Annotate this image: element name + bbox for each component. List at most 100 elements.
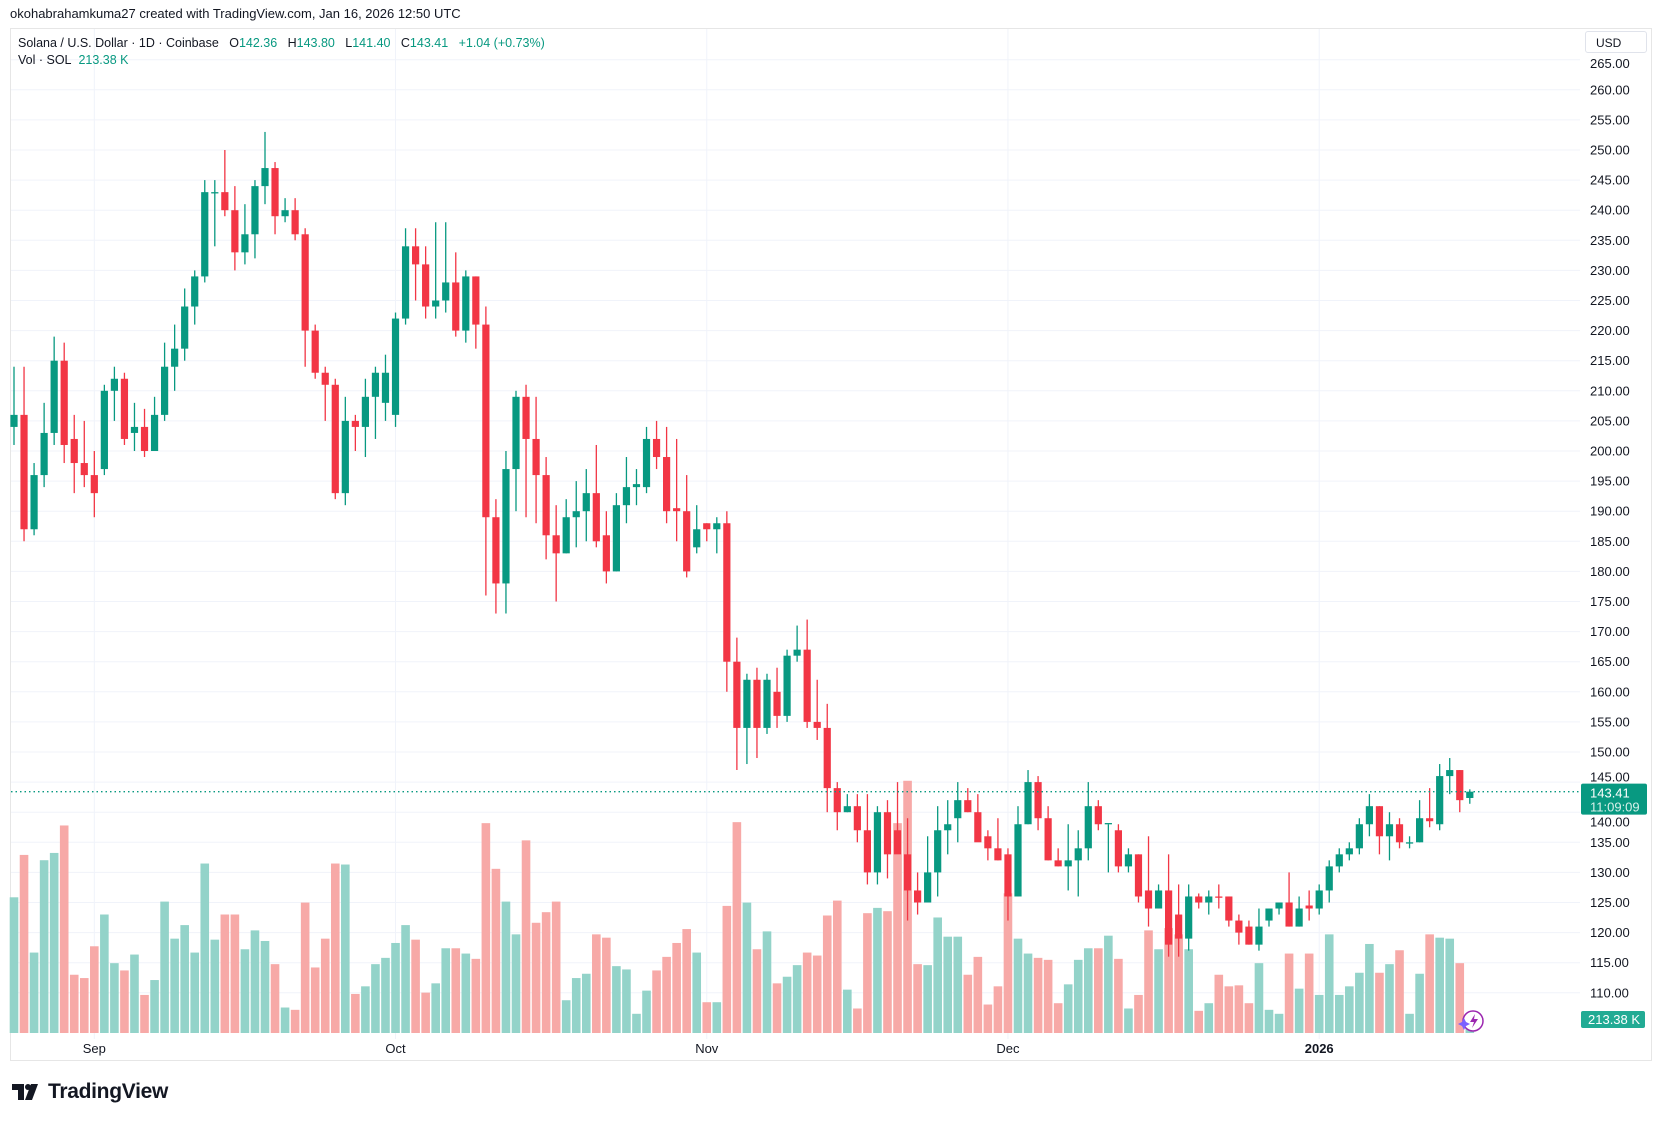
candle-body[interactable] <box>1185 896 1193 939</box>
candle-body[interactable] <box>572 511 580 518</box>
candle-body[interactable] <box>20 414 28 530</box>
candle-body[interactable] <box>10 414 18 427</box>
candle-body[interactable] <box>713 523 721 530</box>
candle-body[interactable] <box>1175 914 1183 939</box>
candle-body[interactable] <box>301 234 309 331</box>
candle-body[interactable] <box>602 535 610 572</box>
candle-body[interactable] <box>1355 824 1363 849</box>
candle-body[interactable] <box>652 438 661 458</box>
candle-body[interactable] <box>1004 854 1012 897</box>
candle-body[interactable] <box>331 384 339 494</box>
candle-body[interactable] <box>683 511 691 572</box>
candle-body[interactable] <box>853 806 861 831</box>
candle-body[interactable] <box>612 505 620 572</box>
candle-body[interactable] <box>271 168 279 217</box>
candle-body[interactable] <box>542 475 550 536</box>
candle-body[interactable] <box>622 487 631 506</box>
candle-body[interactable] <box>1054 860 1062 867</box>
legend-volume-label[interactable]: Vol · SOL <box>18 53 72 67</box>
candle-body[interactable] <box>863 830 871 873</box>
candle-body[interactable] <box>1466 791 1474 798</box>
candle-body[interactable] <box>150 414 159 451</box>
candle-body[interactable] <box>1436 776 1444 825</box>
candle-body[interactable] <box>1114 830 1122 867</box>
candle-body[interactable] <box>1315 890 1323 909</box>
candle-body[interactable] <box>1024 782 1032 825</box>
candle-body[interactable] <box>231 210 239 253</box>
candle-body[interactable] <box>1385 824 1394 837</box>
candle-body[interactable] <box>130 426 139 433</box>
candle-body[interactable] <box>934 830 942 873</box>
candle-body[interactable] <box>522 396 530 439</box>
candle-body[interactable] <box>422 264 430 307</box>
candle-body[interactable] <box>261 168 269 187</box>
candle-body[interactable] <box>642 438 651 488</box>
candle-body[interactable] <box>673 508 681 512</box>
candle-body[interactable] <box>1456 770 1464 801</box>
candle-body[interactable] <box>1416 818 1424 843</box>
candle-body[interactable] <box>110 378 118 391</box>
candle-body[interactable] <box>502 469 510 584</box>
candle-body[interactable] <box>482 324 490 518</box>
candle-body[interactable] <box>191 276 199 307</box>
tradingview-logo[interactable]: TradingView <box>12 1080 168 1104</box>
candle-body[interactable] <box>361 396 369 427</box>
candle-body[interactable] <box>1044 818 1052 861</box>
candle-body[interactable] <box>1255 926 1263 945</box>
candle-body[interactable] <box>1446 770 1454 777</box>
legend-symbol[interactable]: Solana / U.S. Dollar · 1D · Coinbase <box>18 36 219 50</box>
candle-body[interactable] <box>1195 896 1203 903</box>
candle-body[interactable] <box>1405 842 1414 844</box>
candle-body[interactable] <box>1014 824 1022 897</box>
candle-body[interactable] <box>984 836 992 849</box>
candle-body[interactable] <box>1235 920 1243 933</box>
candle-body[interactable] <box>1275 902 1283 909</box>
candle-body[interactable] <box>883 812 892 855</box>
candle-body[interactable] <box>994 848 1002 861</box>
candle-body[interactable] <box>783 655 791 716</box>
candle-body[interactable] <box>1124 854 1133 867</box>
currency-button[interactable]: USD <box>1585 31 1647 53</box>
candle-body[interactable] <box>311 330 319 373</box>
candle-body[interactable] <box>30 475 38 530</box>
candle-body[interactable] <box>211 192 219 194</box>
candle-body[interactable] <box>1094 806 1102 825</box>
candle-body[interactable] <box>1205 896 1213 903</box>
candle-body[interactable] <box>391 318 400 415</box>
candle-body[interactable] <box>964 800 972 813</box>
candle-body[interactable] <box>1345 848 1353 855</box>
candle-body[interactable] <box>291 210 299 235</box>
candle-body[interactable] <box>80 463 88 476</box>
candle-body[interactable] <box>401 246 410 319</box>
candle-body[interactable] <box>472 276 480 325</box>
candle-body[interactable] <box>412 246 420 265</box>
candle-body[interactable] <box>492 517 500 584</box>
candle-body[interactable] <box>1225 896 1233 921</box>
candle-body[interactable] <box>1215 896 1223 898</box>
candle-body[interactable] <box>703 523 711 530</box>
candle-body[interactable] <box>1064 860 1072 867</box>
candle-body[interactable] <box>50 360 58 433</box>
candle-body[interactable] <box>733 661 741 728</box>
candle-body[interactable] <box>381 372 390 403</box>
candle-body[interactable] <box>1034 782 1042 819</box>
candle-body[interactable] <box>954 800 962 819</box>
candle-body[interactable] <box>201 192 209 277</box>
candle-body[interactable] <box>823 727 831 789</box>
candle-body[interactable] <box>60 360 68 445</box>
candle-body[interactable] <box>843 806 851 813</box>
candle-body[interactable] <box>813 721 821 728</box>
candle-body[interactable] <box>532 438 540 476</box>
candle-body[interactable] <box>924 872 932 903</box>
candle-body[interactable] <box>582 493 590 512</box>
candle-body[interactable] <box>171 348 179 367</box>
candle-body[interactable] <box>452 282 460 331</box>
candle-body[interactable] <box>221 192 229 211</box>
candle-body[interactable] <box>120 378 129 439</box>
candle-body[interactable] <box>512 396 520 470</box>
candle-body[interactable] <box>914 890 922 903</box>
candle-body[interactable] <box>723 523 731 662</box>
candle-body[interactable] <box>773 691 781 716</box>
candle-body[interactable] <box>100 390 108 470</box>
